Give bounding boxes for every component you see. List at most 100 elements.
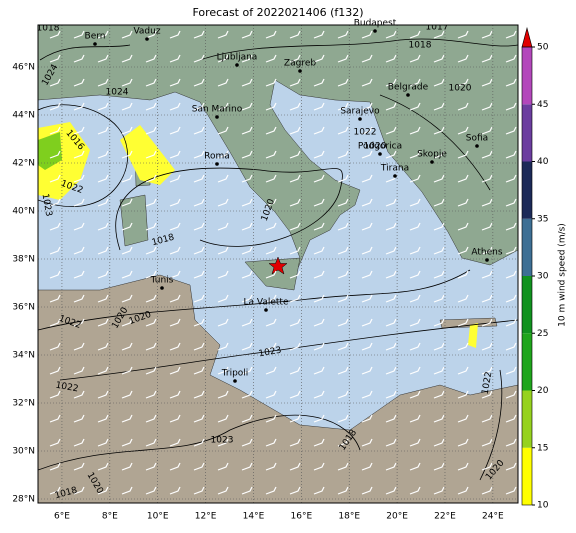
wind-barb xyxy=(361,102,373,111)
city-label: Podgorica xyxy=(358,142,402,152)
wind-barb xyxy=(49,174,61,183)
wind-barb xyxy=(193,54,205,63)
lon-tick-label: 16°E xyxy=(291,512,313,522)
wind-barb xyxy=(169,462,181,471)
wind-barb xyxy=(481,294,493,303)
wind-barb xyxy=(481,462,493,471)
wind-barb xyxy=(385,318,397,327)
wind-barb xyxy=(289,486,301,495)
wind-barb xyxy=(433,174,445,183)
colorbar-segment xyxy=(522,161,532,219)
isobar-label: 1020 xyxy=(364,142,387,152)
wind-barb xyxy=(289,54,301,63)
city-label: Tunis xyxy=(150,276,174,286)
wind-barb xyxy=(265,318,277,327)
isobar-label: 1017 xyxy=(426,23,449,33)
wind-barb xyxy=(145,294,157,303)
wind-barb xyxy=(73,294,85,303)
city-dot xyxy=(430,160,434,164)
wind-barb xyxy=(73,102,85,111)
wind-barb xyxy=(385,486,397,495)
wind-barb xyxy=(433,222,445,231)
wind-barb xyxy=(409,222,421,231)
wind-barb xyxy=(121,294,133,303)
wind-barb xyxy=(241,390,253,399)
wind-barb xyxy=(73,342,85,351)
wind-barb xyxy=(145,222,157,231)
wind-barb xyxy=(337,126,349,135)
wind-barb xyxy=(241,126,253,135)
wind-barb xyxy=(121,318,133,327)
wind-barb xyxy=(313,174,325,183)
wind-barb xyxy=(241,414,253,423)
wind-barb xyxy=(313,198,325,207)
wind-barb xyxy=(49,126,61,135)
lon-tick-label: 18°E xyxy=(338,512,360,522)
wind-barb xyxy=(145,366,157,375)
lat-tick-label: 32°N xyxy=(12,399,35,409)
wind-barb xyxy=(457,414,469,423)
lat-tick-label: 28°N xyxy=(12,495,35,505)
wind-barb xyxy=(505,270,517,279)
wind-barb xyxy=(457,366,469,375)
wind-barb xyxy=(361,318,373,327)
wind-barb xyxy=(121,78,133,87)
city-label: Vaduz xyxy=(133,27,160,37)
wind-barb xyxy=(49,222,61,231)
wind-area xyxy=(120,125,175,185)
wind-barb xyxy=(409,486,421,495)
wind-barb xyxy=(409,366,421,375)
wind-barb xyxy=(121,198,133,207)
wind-barb xyxy=(505,30,517,39)
wind-barb xyxy=(97,366,109,375)
wind-barb xyxy=(289,366,301,375)
city-label: Zagreb xyxy=(284,59,316,69)
city-label: Budapest xyxy=(354,19,397,29)
wind-barb xyxy=(457,342,469,351)
isobar-label: 1020 xyxy=(449,84,472,94)
city-label: Belgrade xyxy=(388,83,429,93)
wind-barb xyxy=(361,438,373,447)
wind-barb xyxy=(409,246,421,255)
wind-barb xyxy=(241,150,253,159)
wind-barb xyxy=(361,390,373,399)
wind-barb xyxy=(169,366,181,375)
wind-barb xyxy=(457,222,469,231)
wind-barb xyxy=(385,366,397,375)
wind-barb xyxy=(289,342,301,351)
city-dot xyxy=(264,308,268,312)
wind-barb xyxy=(121,126,133,135)
wind-barb xyxy=(169,78,181,87)
wind-barb xyxy=(169,270,181,279)
wind-barb xyxy=(121,222,133,231)
colorbar-tick-label: 10 xyxy=(537,501,549,511)
wind-barb xyxy=(313,438,325,447)
wind-barb xyxy=(193,246,205,255)
wind-barb xyxy=(121,54,133,63)
wind-barb xyxy=(337,174,349,183)
colorbar-segment xyxy=(522,447,532,505)
title: Forecast of 2022021406 (f132) xyxy=(192,6,363,19)
wind-barb xyxy=(337,54,349,63)
wind-barb xyxy=(481,318,493,327)
wind-barb xyxy=(97,30,109,39)
wind-barb xyxy=(145,270,157,279)
wind-barb xyxy=(361,294,373,303)
wind-barb xyxy=(73,462,85,471)
wind-barb xyxy=(289,462,301,471)
wind-barb xyxy=(145,486,157,495)
wind-barb xyxy=(337,414,349,423)
wind-barb xyxy=(433,438,445,447)
wind-barb xyxy=(409,150,421,159)
land-sardinia xyxy=(119,194,149,247)
wind-barb xyxy=(361,150,373,159)
wind-barb xyxy=(145,318,157,327)
city-dot xyxy=(485,258,489,262)
lat-tick-label: 38°N xyxy=(12,255,35,265)
wind-barb xyxy=(121,174,133,183)
wind-barb xyxy=(409,102,421,111)
wind-barb xyxy=(217,366,229,375)
wind-barb xyxy=(241,222,253,231)
wind-barb xyxy=(361,270,373,279)
wind-barb xyxy=(313,270,325,279)
